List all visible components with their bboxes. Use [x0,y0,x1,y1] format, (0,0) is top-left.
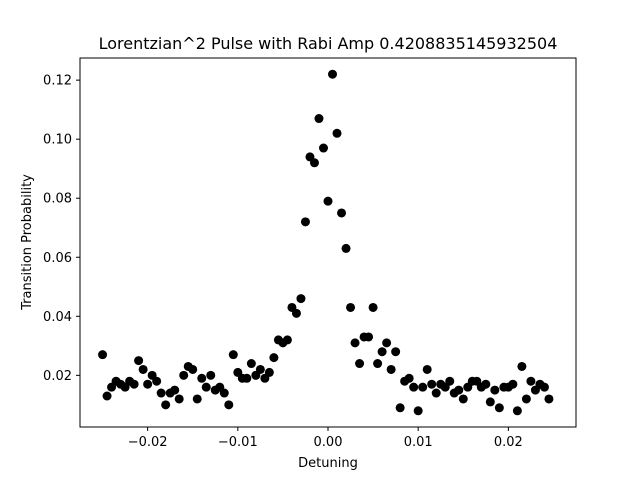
data-point [521,394,531,404]
data-point [413,406,423,416]
data-point [458,394,468,404]
data-point [427,379,437,389]
data-point [323,196,333,206]
data-point [368,302,378,312]
data-point [373,359,383,369]
data-point [328,69,338,79]
data-point [377,347,387,357]
data-point [508,379,518,389]
data-point [264,367,274,377]
y-tick-label: 0.08 [43,192,72,207]
y-axis-label: Transition Probability [20,174,35,311]
data-point [309,158,319,168]
y-tick-label: 0.12 [43,74,72,89]
data-point [174,394,184,404]
data-point [170,385,180,395]
data-point [156,388,166,398]
x-tick-label: −0.02 [128,435,168,450]
data-point [454,385,464,395]
data-point [395,403,405,413]
data-point [445,376,455,386]
data-point [517,361,527,371]
data-point [138,364,148,374]
data-point [255,364,265,374]
data-point [485,397,495,407]
x-axis-label: Detuning [298,456,358,471]
y-tick-label: 0.04 [43,310,72,325]
y-tick-label: 0.06 [43,251,72,266]
data-point [192,394,202,404]
x-tick-label: 0.02 [494,435,523,450]
data-point [188,364,198,374]
x-tick-label: 0.00 [314,435,343,450]
data-point [350,338,360,348]
data-point [134,356,144,366]
data-point [418,382,428,392]
data-point [494,403,504,413]
data-point [409,382,419,392]
data-point [341,243,351,253]
data-point [346,302,356,312]
data-point [539,382,549,392]
data-point [291,308,301,318]
data-point [129,379,139,389]
data-point [296,294,306,304]
x-tick-label: −0.01 [218,435,258,450]
data-point [161,400,171,410]
data-point [337,208,347,218]
data-point [431,388,441,398]
data-point [490,385,500,395]
data-point [386,364,396,374]
data-point [526,376,536,386]
data-point [382,338,392,348]
data-point [228,350,238,360]
y-tick-label: 0.10 [43,133,72,148]
data-point [544,394,554,404]
y-tick-label: 0.02 [43,369,72,384]
data-points [98,69,554,416]
data-point [224,400,234,410]
data-point [391,347,401,357]
data-point [201,382,211,392]
data-point [422,364,432,374]
data-point [355,359,365,369]
data-point [242,373,252,383]
data-point [269,353,279,363]
data-point [152,376,162,386]
data-point [332,128,342,138]
data-point [219,388,229,398]
data-point [197,373,207,383]
data-point [206,370,216,380]
data-point [143,379,153,389]
data-point [246,359,256,369]
data-point [179,370,189,380]
data-point [481,379,491,389]
data-point [102,391,112,401]
x-tick-label: 0.01 [404,435,433,450]
y-axis: 0.02 0.04 0.06 0.08 0.10 0.12 [43,74,80,384]
data-point [98,350,108,360]
data-point [282,335,292,345]
data-point [300,217,310,227]
chart-title: Lorentzian^2 Pulse with Rabi Amp 0.42088… [99,34,558,53]
data-point [404,373,414,383]
data-point [318,143,328,153]
data-point [364,332,374,342]
data-point [314,114,324,124]
x-axis: −0.02 −0.01 0.00 0.01 0.02 [128,427,523,450]
data-point [512,406,522,416]
